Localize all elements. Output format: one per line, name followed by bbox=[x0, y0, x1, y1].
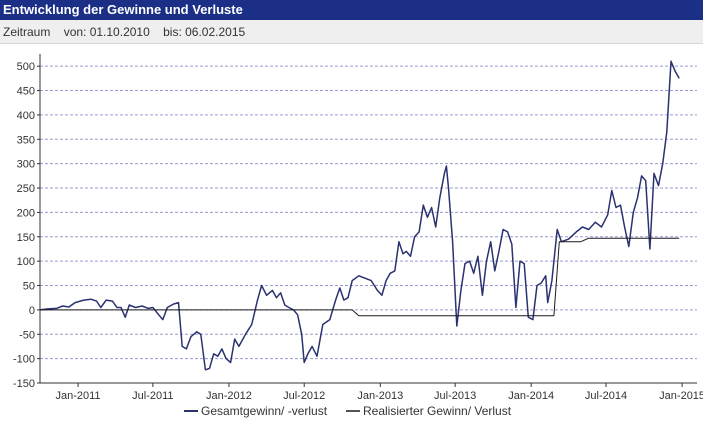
page-title: Entwicklung der Gewinne und Verluste bbox=[0, 0, 703, 20]
x-tick-label: Jul-2013 bbox=[434, 390, 476, 402]
y-tick-label: 250 bbox=[17, 183, 35, 195]
chart-svg: -150 -100 -50 0 50 100 150 200 250 300 350 400 450 50… bbox=[13, 54, 703, 418]
x-tick-label: Jan-2014 bbox=[508, 390, 554, 402]
y-tick-label: -50 bbox=[19, 329, 35, 341]
y-tick-label: 500 bbox=[17, 61, 35, 73]
x-tick-label: Jan-2012 bbox=[206, 390, 252, 402]
series-total-line bbox=[39, 60, 680, 371]
x-tick-label: Jul-2014 bbox=[585, 390, 627, 402]
x-tick-label: Jul-2011 bbox=[132, 390, 173, 402]
period-label: Zeitraum bbox=[3, 25, 51, 39]
profit-loss-chart: -150 -100 -50 0 50 100 150 200 250 300 350 400 450 50… bbox=[0, 48, 703, 432]
y-tick-label: -150 bbox=[13, 378, 35, 390]
x-tick-label: Jan-2013 bbox=[357, 390, 403, 402]
x-tick-label: Jan-2011 bbox=[56, 390, 101, 402]
y-tick-label: 50 bbox=[23, 281, 35, 293]
y-tick-label: 450 bbox=[17, 86, 35, 98]
y-tick-label: 0 bbox=[29, 305, 35, 317]
x-tick-label: Jul-2012 bbox=[283, 390, 325, 402]
y-tick-label: 300 bbox=[17, 159, 35, 171]
grid-lines bbox=[40, 65, 697, 384]
period-from: von: 01.10.2010 bbox=[63, 25, 150, 39]
series-realized-line bbox=[40, 237, 680, 317]
legend: Gesamtgewinn/ -verlust Realisierter Gewin… bbox=[184, 404, 512, 418]
y-tick-label: -100 bbox=[13, 354, 35, 366]
period-bar: Zeitraum von: 01.10.2010 bis: 06.02.2015 bbox=[0, 20, 703, 44]
legend-realized-label: Realisierter Gewinn/ Verlust bbox=[363, 404, 512, 418]
axes: -150 -100 -50 0 50 100 150 200 250 300 350 400 450 50… bbox=[13, 54, 703, 402]
y-tick-label: 100 bbox=[17, 256, 35, 268]
y-tick-label: 150 bbox=[17, 232, 35, 244]
y-tick-label: 200 bbox=[17, 207, 35, 219]
y-tick-label: 350 bbox=[17, 134, 35, 146]
y-tick-label: 400 bbox=[17, 110, 35, 122]
legend-total-label: Gesamtgewinn/ -verlust bbox=[201, 404, 328, 418]
series-lines bbox=[39, 60, 680, 371]
x-tick-label: Jan-2015 bbox=[659, 390, 703, 402]
period-to: bis: 06.02.2015 bbox=[163, 25, 246, 39]
